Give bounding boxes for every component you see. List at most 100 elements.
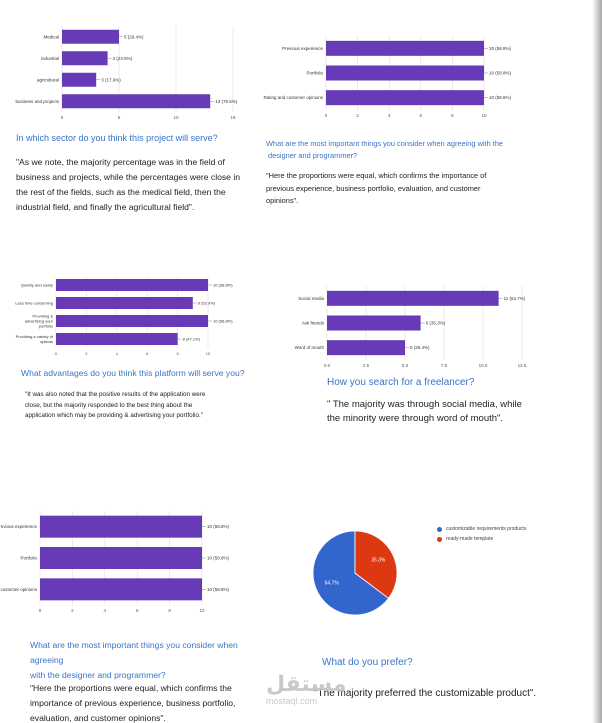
data-label: 5 (29.4%) (410, 345, 430, 350)
x-tick-label: 8 (451, 113, 454, 118)
pie-slice-ready-made (354, 530, 398, 599)
data-label: 10 (58.8%) (213, 282, 233, 287)
pie-slice-customizable (312, 530, 390, 616)
bar (62, 29, 119, 44)
data-label: 10 (58.8%) (207, 524, 230, 529)
pie-slice-label: 64.7% (325, 581, 340, 587)
chart-preference-pie: 64.7% 35.3% (300, 518, 410, 628)
comment-prefer: "The majority preferred the customizable… (314, 688, 537, 699)
bar (327, 340, 405, 356)
question-important-things-bottom: What are the most important things you c… (30, 638, 270, 683)
data-label: 10 (58.8%) (213, 318, 233, 323)
comment-line: previous experience, business portfolio,… (266, 183, 481, 193)
x-tick-label: 0 (61, 115, 64, 120)
chart-search-freelancer: 0.0 2.5 5.0 7.5 10.0 12.5 Social media 11 (64.7… (262, 280, 602, 375)
data-label: 4 (23.5%) (113, 56, 133, 61)
comment-line: opinions". (266, 196, 299, 205)
legend-label: customizable requirements products (446, 526, 527, 532)
pie-slice-label: 35.3% (371, 557, 386, 563)
x-tick-label: 4 (104, 608, 107, 613)
category-label: Medical (43, 34, 59, 39)
data-label: 13 (76.5%) (215, 99, 238, 104)
comment-line: "Here the proportions were equal, which … (30, 683, 232, 693)
x-tick-label: 6 (420, 113, 423, 118)
category-label: Less time consuming (15, 300, 53, 305)
data-label: 10 (58.8%) (489, 95, 512, 100)
bar (40, 578, 202, 601)
data-label: 11 (64.7%) (504, 296, 526, 301)
data-label: 10 (58.8%) (489, 71, 512, 76)
x-tick-label: 0.0 (324, 363, 331, 368)
comment-line: the minority were through word of mouth"… (327, 413, 504, 424)
bar (327, 315, 421, 331)
x-tick-label: 7.5 (441, 363, 448, 368)
x-tick-label: 4 (116, 351, 119, 356)
pie-legend: customizable requirements products ready… (437, 526, 526, 546)
question-important-things-top: What are the most important things you c… (266, 138, 556, 162)
bar (62, 51, 108, 66)
comment-search-freelancer: " The majority was through social media,… (327, 398, 587, 426)
bar (62, 94, 211, 109)
x-tick-label: 10 (481, 113, 487, 118)
question-line: What are the most important things you c… (266, 139, 504, 148)
data-label: 8 (47.1%) (183, 336, 201, 341)
data-label: 10 (58.8%) (207, 556, 230, 561)
category-label: industrial (41, 56, 59, 61)
x-tick-label: 0 (39, 608, 42, 613)
bar (326, 90, 484, 106)
x-tick-label: 12.5 (518, 363, 527, 368)
category-label: Rating and customer opinions (263, 95, 323, 100)
category-label: business and projects (15, 99, 59, 104)
x-tick-label: 10 (173, 115, 179, 120)
category-label: Providing & (33, 313, 54, 318)
question-line: designer and programmer? (268, 151, 358, 160)
bar (326, 40, 484, 56)
category-label: agricultural (37, 77, 59, 82)
comment-line: application which may be providing & adv… (25, 412, 203, 419)
data-label: 6 (35.3%) (426, 321, 446, 326)
category-label: advertising your (25, 318, 54, 323)
bar (56, 297, 193, 309)
x-tick-label: 2 (71, 608, 74, 613)
x-tick-label: 2 (356, 113, 359, 118)
comment-line: " The majority was through social media,… (327, 399, 522, 410)
data-label: 5 (29.4%) (124, 34, 144, 39)
bar (327, 290, 499, 306)
question-prefer: What do you prefer? (322, 657, 413, 668)
chart-advantages: 0 2 4 6 8 10 Quickly and easily 10 (58.8%) Less … (0, 270, 260, 362)
comment-line: close, but the majority responded to the… (25, 401, 193, 409)
comment-advantages: "It was also noted that the positive res… (25, 390, 255, 422)
comment-line: business and projects, while the percent… (16, 172, 241, 182)
comment-important-things-top: "Here the proportions were equal, which … (266, 170, 556, 208)
question-search-freelancer: How you search for a freelancer? (327, 377, 475, 388)
x-tick-label: 10 (206, 351, 211, 356)
x-tick-label: 10.0 (479, 363, 488, 368)
bar (326, 65, 484, 81)
category-label: Ask friends (302, 321, 325, 326)
category-label: options (40, 339, 53, 344)
comment-line: evaluation, and customer opinions". (30, 713, 166, 723)
page-edge-shadow (592, 0, 602, 723)
bar (40, 547, 202, 569)
comment-line: "It was also noted that the positive res… (25, 391, 206, 398)
question-line: with the designer and programmer? (30, 670, 166, 680)
comment-important-things-bottom: "Here the proportions were equal, which … (30, 681, 260, 723)
x-tick-label: 0 (55, 351, 58, 356)
x-tick-label: 6 (136, 608, 139, 613)
data-label: 10 (58.8%) (207, 587, 230, 592)
category-label: Quickly and easily (21, 282, 53, 287)
bar (56, 333, 178, 345)
watermark-arabic: مستقل (266, 672, 347, 697)
category-label: Providing a variety of (16, 334, 54, 339)
category-label: Social media (298, 296, 324, 301)
comment-line: "As we note, the majority percentage was… (16, 157, 225, 167)
data-label: 10 (58.8%) (489, 46, 512, 51)
legend-label: ready-made template (446, 536, 494, 542)
x-tick-label: 8 (168, 608, 171, 613)
x-tick-label: 4 (388, 113, 391, 118)
category-label: Portfolio (306, 71, 323, 76)
chart-sector: 0 5 10 15 Medical 5 (29.4%) industrial 4 (23.5%… (0, 20, 260, 125)
comment-line: importance of previous experience, busin… (30, 698, 236, 708)
x-tick-label: 5.0 (402, 363, 409, 368)
category-label: Word of mouth (295, 345, 325, 350)
